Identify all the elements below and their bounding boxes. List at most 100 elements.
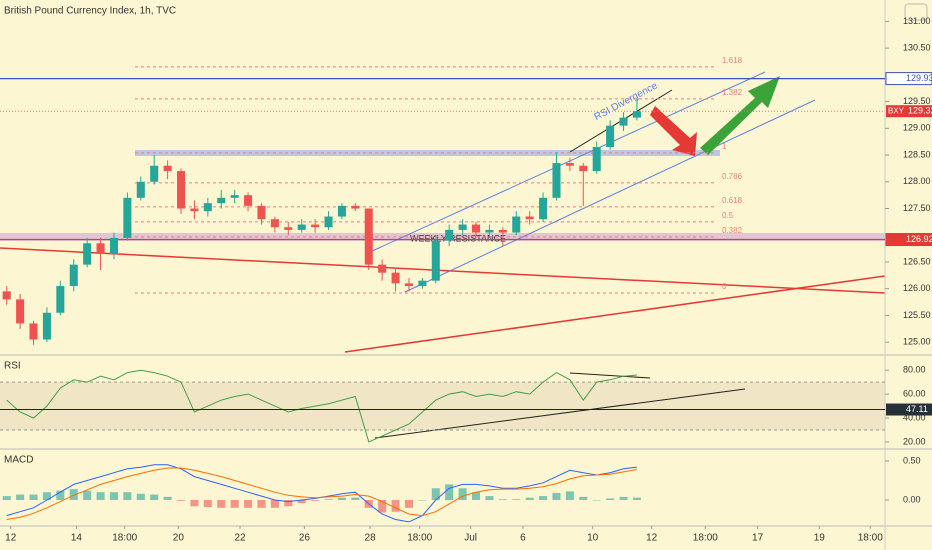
histogram-bar bbox=[565, 491, 574, 500]
histogram-bar bbox=[56, 490, 65, 500]
histogram-bar bbox=[163, 496, 172, 500]
candle-body bbox=[311, 224, 320, 228]
macd-line bbox=[6, 467, 637, 520]
rsi-trend-line bbox=[569, 372, 651, 379]
candle-body bbox=[418, 280, 427, 287]
fib-label: 1 bbox=[722, 142, 727, 151]
histogram-bar bbox=[324, 499, 333, 500]
candle-body bbox=[29, 323, 38, 340]
y-tick-label: 0.00 bbox=[903, 494, 921, 504]
candle-body bbox=[391, 272, 400, 284]
y-tick-label: 0.50 bbox=[903, 455, 921, 465]
y-tick-label: 129.00 bbox=[903, 123, 931, 133]
histogram-bar bbox=[391, 500, 400, 512]
candle-body bbox=[337, 205, 346, 217]
candle-body bbox=[230, 195, 239, 198]
panel-title: RSI bbox=[4, 361, 21, 372]
fib-label: 0.5 bbox=[722, 211, 734, 220]
histogram-bar bbox=[123, 492, 132, 500]
arrow-up bbox=[700, 76, 780, 155]
fib-label: 1.382 bbox=[722, 88, 743, 97]
y-tick-label: 40.00 bbox=[903, 412, 926, 422]
candle-body bbox=[123, 197, 132, 238]
histogram-bar bbox=[83, 490, 92, 500]
x-tick-label: 18:00 bbox=[112, 533, 137, 544]
histogram-bar bbox=[472, 492, 481, 500]
level-box bbox=[885, 233, 932, 247]
histogram-bar bbox=[337, 497, 346, 500]
candle-body bbox=[203, 203, 212, 212]
histogram-bar bbox=[69, 489, 78, 500]
annotation: RSI Divergence bbox=[592, 80, 659, 123]
fib-label: 0 bbox=[722, 282, 727, 291]
candle-body bbox=[404, 283, 413, 287]
trend-line bbox=[344, 275, 886, 353]
histogram-bar bbox=[351, 497, 360, 500]
fib-label: 0.382 bbox=[722, 226, 743, 235]
histogram-bar bbox=[109, 492, 118, 500]
level-box bbox=[885, 72, 932, 86]
histogram-bar bbox=[203, 500, 212, 508]
candle-body bbox=[42, 312, 51, 340]
candle-body bbox=[485, 229, 494, 233]
x-tick-label: 18:00 bbox=[407, 533, 432, 544]
candle-body bbox=[579, 165, 588, 172]
candle-body bbox=[96, 243, 105, 254]
histogram-bar bbox=[632, 497, 641, 500]
x-tick-label: 22 bbox=[234, 533, 246, 544]
x-tick-label: 19 bbox=[814, 533, 826, 544]
candle-body bbox=[431, 240, 440, 281]
y-tick-label: 128.00 bbox=[903, 176, 931, 186]
histogram-bar bbox=[592, 500, 601, 501]
histogram-bar bbox=[190, 500, 199, 507]
y-tick-label: 129.50 bbox=[903, 96, 931, 106]
candle-body bbox=[109, 237, 118, 254]
candle-body bbox=[606, 125, 615, 148]
menu-button[interactable] bbox=[904, 3, 928, 21]
candle-body bbox=[83, 243, 92, 265]
y-tick-label: 126.00 bbox=[903, 283, 931, 293]
fib-label: 1.618 bbox=[722, 56, 743, 65]
candle-body bbox=[150, 165, 159, 182]
histogram-bar bbox=[431, 488, 440, 500]
histogram-bar bbox=[579, 496, 588, 500]
candle-body bbox=[552, 163, 561, 198]
candle-body bbox=[16, 299, 25, 324]
x-tick-label: 17 bbox=[752, 533, 764, 544]
fib-label: 0.618 bbox=[722, 196, 743, 205]
x-tick-label: 12 bbox=[5, 533, 17, 544]
histogram-bar bbox=[42, 492, 51, 500]
rsi-trend-line bbox=[374, 388, 746, 439]
histogram-bar bbox=[150, 494, 159, 500]
histogram-bar bbox=[230, 500, 239, 508]
y-tick-label: 127.50 bbox=[903, 203, 931, 213]
histogram-bar bbox=[498, 499, 507, 500]
candle-body bbox=[498, 229, 507, 233]
y-tick-label: 125.50 bbox=[903, 310, 931, 320]
candle-body bbox=[632, 111, 641, 118]
x-tick-label: 6 bbox=[520, 533, 526, 544]
last-price-label: 129.32 bbox=[908, 106, 932, 116]
candle-body bbox=[539, 197, 548, 220]
histogram-bar bbox=[284, 500, 293, 507]
last-price-box bbox=[886, 105, 932, 118]
x-tick-label: 20 bbox=[173, 533, 185, 544]
histogram-bar bbox=[378, 500, 387, 513]
y-tick-label: 130.50 bbox=[903, 42, 931, 52]
candle-body bbox=[217, 197, 226, 204]
panel-title: MACD bbox=[4, 455, 33, 466]
histogram-bar bbox=[217, 500, 226, 508]
candle-body bbox=[565, 163, 574, 166]
level-label: 129.93 bbox=[906, 73, 932, 83]
resistance-zone bbox=[135, 150, 720, 156]
histogram-bar bbox=[177, 500, 186, 501]
candle-body bbox=[472, 224, 481, 233]
candle-body bbox=[2, 291, 11, 300]
x-tick-label: 28 bbox=[365, 533, 377, 544]
trend-line bbox=[0, 247, 886, 294]
candle-body bbox=[284, 227, 293, 230]
histogram-bar bbox=[445, 484, 454, 500]
candle-body bbox=[177, 171, 186, 209]
rsi-value: 47.11 bbox=[906, 404, 928, 414]
